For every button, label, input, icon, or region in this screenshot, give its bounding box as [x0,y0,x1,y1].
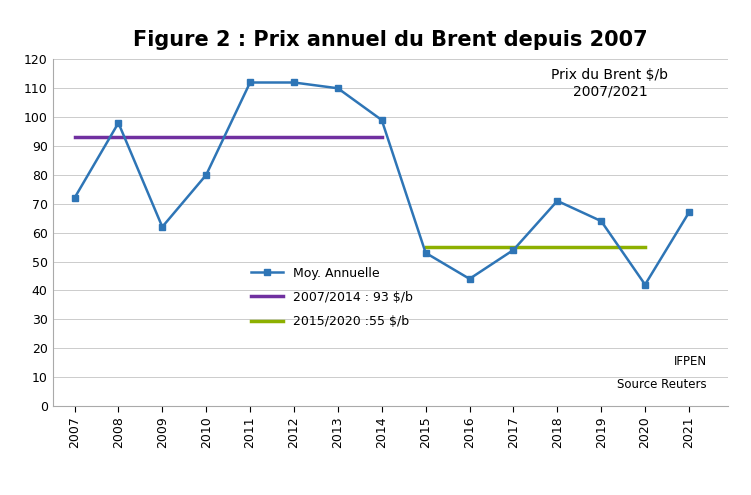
Text: Source Reuters: Source Reuters [617,379,707,392]
Text: Prix du Brent $/b
2007/2021: Prix du Brent $/b 2007/2021 [551,68,668,99]
Legend: Moy. Annuelle, 2007/2014 : 93 $/b, 2015/2020 :55 $/b: Moy. Annuelle, 2007/2014 : 93 $/b, 2015/… [252,267,412,328]
Title: Figure 2 : Prix annuel du Brent depuis 2007: Figure 2 : Prix annuel du Brent depuis 2… [133,30,648,50]
Text: IFPEN: IFPEN [674,355,707,368]
